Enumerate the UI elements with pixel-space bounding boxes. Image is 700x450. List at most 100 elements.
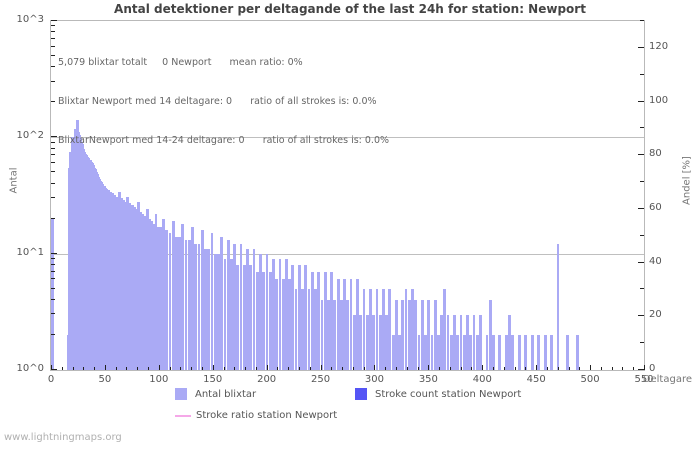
bar [115, 196, 119, 370]
bar [372, 314, 376, 370]
x-tick-label: 50 [98, 374, 112, 385]
annotation-block: 5,079 blixtar totalt 0 Newport mean rati… [58, 30, 389, 173]
y-tick-minor-left [51, 257, 55, 259]
x-tick-minor [234, 367, 236, 370]
bar [268, 271, 272, 370]
y-tick-major-right [638, 369, 644, 370]
bar [327, 299, 330, 370]
x-tick-minor [417, 367, 419, 370]
y-tick-label-right: 60 [649, 201, 662, 213]
bar [449, 334, 453, 370]
bar [265, 253, 269, 370]
x-tick-minor [255, 367, 257, 370]
y-tick-minor-left [51, 80, 55, 82]
y-tick-minor-left [51, 66, 55, 68]
bar [485, 334, 489, 370]
x-tick-major [104, 365, 106, 370]
legend-swatch-icon [355, 388, 367, 400]
y-tick-minor-left [51, 45, 55, 47]
y-tick-minor-left [51, 333, 55, 335]
x-tick-major [590, 365, 592, 370]
bar [291, 264, 295, 370]
bar [466, 314, 469, 370]
x-tick-minor [514, 367, 516, 370]
chart-title: Antal detektioner per deltagande of the … [114, 2, 586, 16]
bar [233, 244, 236, 370]
bar [226, 240, 230, 370]
bar [148, 218, 151, 370]
y-tick-minor-left [51, 154, 55, 156]
y-tick-major-right [638, 100, 644, 102]
bar [184, 240, 188, 370]
bar [488, 299, 492, 370]
x-tick-label: 500 [580, 374, 600, 385]
bar [343, 279, 346, 370]
bar [453, 314, 456, 370]
bar [414, 299, 418, 370]
bar [362, 288, 366, 370]
y-tick-major-right [638, 207, 644, 209]
y-tick-minor-left [51, 313, 55, 315]
bar [304, 264, 308, 370]
y-tick-major-left [51, 252, 57, 254]
legend-label: Stroke ratio station Newport [196, 410, 338, 421]
bar [420, 299, 424, 370]
bar [217, 253, 220, 370]
y-tick-minor-left [51, 147, 55, 149]
bar [288, 279, 291, 370]
y-tick-label-right: 20 [649, 309, 662, 321]
y-tick-minor-left [51, 31, 55, 33]
y-tick-minor-left [51, 270, 55, 272]
bar [385, 314, 389, 370]
bar [388, 288, 392, 370]
bar [210, 233, 214, 370]
y-tick-major-left [51, 20, 57, 21]
bar [150, 221, 153, 370]
x-tick-minor [94, 367, 96, 370]
y-tick-minor-left [51, 298, 55, 300]
x-tick-minor [546, 367, 548, 370]
y-tick-minor-left [51, 182, 55, 184]
x-tick-major [158, 365, 160, 370]
bar [398, 334, 401, 370]
bar [137, 201, 141, 370]
x-tick-minor [126, 367, 128, 370]
bar [462, 334, 466, 370]
bar [135, 209, 138, 370]
gridline-1e2 [51, 137, 644, 139]
x-tick-minor [493, 367, 495, 370]
bar [220, 236, 224, 370]
y-tick-label-right: 120 [649, 40, 669, 52]
x-tick-label: 550 [634, 374, 654, 385]
y-tick-minor-left [51, 287, 55, 289]
y-tick-minor-right [640, 181, 644, 183]
bar [508, 314, 511, 370]
bar [181, 223, 185, 370]
annotation-line-3: BlixtarNewport med 14-24 deltagare: 0 ra… [58, 135, 390, 146]
bar [524, 334, 528, 370]
bar [382, 288, 385, 370]
bar [272, 259, 275, 370]
x-tick-label: 0 [47, 374, 55, 385]
bar [51, 218, 54, 370]
legend-item-stroke-count: Stroke count station Newport [355, 388, 521, 400]
x-tick-label: 250 [311, 374, 331, 385]
x-tick-minor [342, 367, 344, 370]
legend-item-antal-blixtar: Antal blixtar [175, 388, 256, 400]
x-tick-label: 100 [149, 374, 169, 385]
y-tick-minor-right [640, 342, 644, 344]
y-tick-minor-right [640, 127, 644, 129]
x-tick-major [374, 365, 376, 370]
bar [391, 334, 395, 370]
x-tick-minor [288, 367, 290, 370]
y-tick-label-left: 10^2 [16, 130, 44, 142]
bar [323, 271, 327, 370]
x-tick-major [266, 365, 268, 370]
bar [207, 248, 211, 370]
x-tick-major [212, 365, 214, 370]
bar [556, 244, 560, 370]
bar [239, 244, 243, 370]
x-tick-minor [449, 367, 451, 370]
bar [378, 314, 382, 370]
x-tick-major [51, 365, 52, 370]
